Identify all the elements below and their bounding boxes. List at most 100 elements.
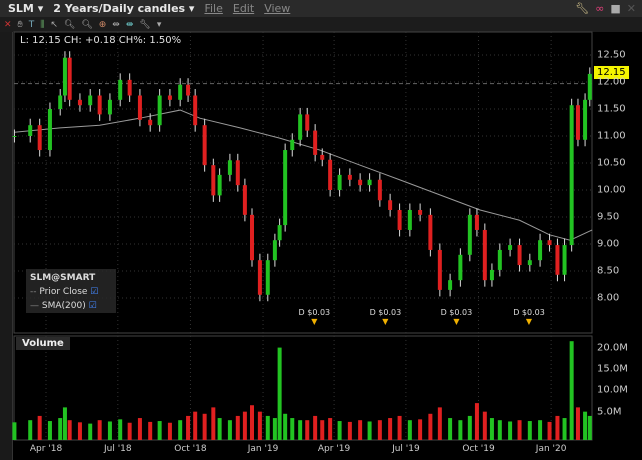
price-tick-label: 9.00 [597, 238, 620, 250]
candle [448, 280, 453, 290]
candle [272, 240, 277, 261]
volume-bar [583, 411, 588, 440]
volume-bar [193, 411, 198, 440]
candle [227, 160, 232, 175]
candle [575, 105, 580, 140]
candle [28, 125, 33, 136]
menu-view[interactable]: View [264, 2, 291, 15]
candle [458, 254, 463, 281]
candle [377, 179, 382, 201]
volume-bar [358, 420, 363, 440]
maximize-icon[interactable]: ■ [610, 2, 621, 15]
candle [418, 209, 423, 215]
zoom-out-icon[interactable]: 🔍︎ [81, 19, 93, 30]
volume-bar [28, 420, 33, 440]
link-icon[interactable]: ∞ [595, 2, 605, 15]
dividend-marker: D $0.03 ▼ [298, 308, 331, 326]
dividend-arrow-icon: ▼ [382, 317, 389, 326]
volume-bar [388, 418, 393, 440]
close-icon[interactable]: ✕ [4, 19, 12, 30]
candle [62, 57, 67, 96]
price-pane-frame [13, 31, 593, 334]
candle [127, 79, 132, 96]
volume-pane-label: Volume [16, 337, 70, 350]
date-tick-label: Jul '18 [103, 444, 132, 454]
volume-bar [242, 411, 247, 440]
left-control-strip [0, 32, 13, 460]
candle [257, 260, 262, 295]
candle [538, 240, 543, 261]
volume-bar [489, 418, 494, 440]
candle [358, 179, 363, 186]
volume-bar [555, 415, 560, 440]
symbol-dropdown[interactable]: SLM ▾ [8, 2, 44, 15]
volume-bar [527, 421, 532, 440]
trendline-icon[interactable]: ↖ [50, 19, 58, 30]
volume-bar [148, 421, 153, 440]
candle [587, 73, 592, 100]
volume-bar [37, 415, 42, 440]
chart-legend: SLM@SMART -- Prior Close ☑ — SMA(200) ☑ [26, 269, 116, 313]
candle [193, 95, 198, 126]
candle [249, 214, 254, 261]
toolbar: ✕ ✋︎ T ⫼ ↖ 🔍︎ 🔍︎ ⊕ ⇹ ⇼ 🔧︎ ▾ [0, 17, 642, 32]
crosshair-icon[interactable]: ⊕ [98, 19, 107, 30]
volume-bar [58, 418, 63, 440]
zoom-in-icon[interactable]: 🔍︎ [63, 19, 76, 30]
candle [320, 154, 325, 160]
volume-bar [217, 418, 222, 440]
checkbox-icon[interactable]: ☑ [90, 287, 99, 297]
candle [97, 95, 102, 115]
price-tick-label: 11.50 [597, 103, 626, 115]
candle [467, 214, 472, 255]
volume-bar [178, 420, 183, 440]
legend-prior-close[interactable]: -- Prior Close ☑ [30, 287, 99, 297]
hand-icon[interactable]: ✋︎ [17, 19, 23, 30]
compress-icon[interactable]: ⇼ [125, 19, 134, 30]
wrench-icon[interactable]: 🔧︎ [575, 2, 590, 15]
volume-bar [337, 421, 342, 440]
volume-bar [107, 421, 112, 440]
volume-tick-label: 10.0M [597, 384, 628, 396]
volume-bar [547, 421, 552, 440]
volume-bar [272, 418, 277, 440]
candle [235, 160, 240, 186]
checkbox-icon[interactable]: ☑ [88, 301, 97, 311]
tools-icon[interactable]: 🔧︎ [139, 19, 151, 30]
text-icon[interactable]: T [28, 19, 35, 30]
candle [367, 179, 372, 186]
period-dropdown[interactable]: 2 Years/Daily candles ▾ [53, 2, 195, 15]
symbol-label: SLM [8, 2, 34, 15]
date-tick-label: Oct '18 [174, 444, 207, 454]
legend-sma[interactable]: — SMA(200) ☑ [30, 301, 97, 311]
close-icon[interactable]: ✕ [626, 2, 636, 15]
date-tick-label: Oct '19 [462, 444, 495, 454]
candle [277, 225, 282, 241]
candle [290, 139, 295, 151]
volume-bar [47, 421, 52, 440]
candle [137, 95, 142, 120]
volume-tick-label: 15.0M [597, 363, 628, 375]
bar-type-icon[interactable]: ⫼ [40, 19, 45, 30]
candle [265, 260, 270, 295]
expand-icon[interactable]: ⇹ [112, 19, 120, 30]
candle [562, 245, 567, 275]
menu-edit[interactable]: Edit [232, 2, 255, 15]
more-dropdown-icon[interactable]: ▾ [156, 19, 162, 30]
candle [88, 95, 93, 106]
volume-bar [290, 418, 295, 440]
candle [77, 99, 82, 106]
volume-bar [127, 422, 132, 440]
candle [497, 249, 502, 270]
volume-bar [397, 415, 402, 440]
volume-tick-label: 20.0M [597, 342, 628, 354]
volume-bar [482, 411, 487, 440]
candle [67, 57, 72, 100]
candle [388, 200, 393, 210]
menu-file[interactable]: File [204, 2, 223, 15]
candle [517, 245, 522, 266]
candle [12, 136, 17, 137]
volume-bar [137, 418, 142, 440]
date-tick-label: Jul '19 [392, 444, 420, 454]
